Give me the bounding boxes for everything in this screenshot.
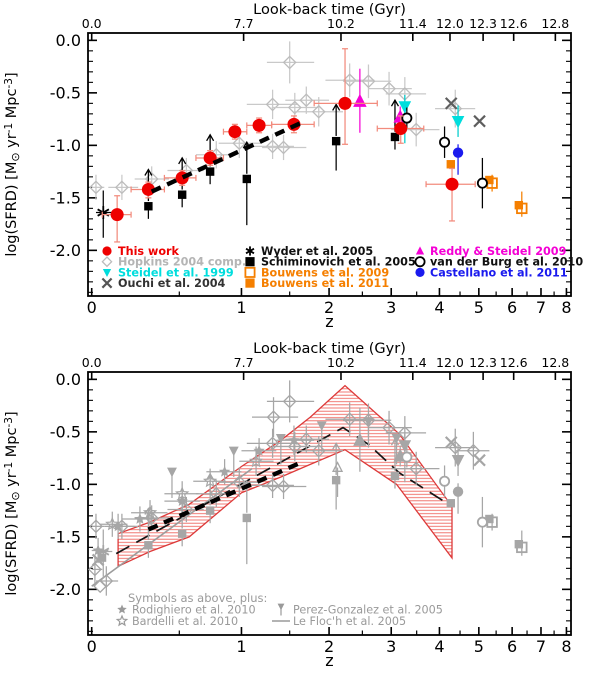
legend-label-perez-gonzalez-et-al-2005: Perez-Gonzalez et al. 2005 (293, 604, 443, 617)
series-castellano (452, 144, 464, 175)
legend-label-bouwens-et-al-2011: Bouwens et al. 2011 (261, 277, 389, 290)
svg-text:1: 1 (236, 637, 246, 656)
legend-label-van-der-burg-et-al-2010: van der Burg et al. 2010 (430, 256, 583, 269)
series-bouwens2011 (446, 160, 524, 210)
svg-text:4: 4 (434, 637, 444, 656)
svg-text:-2.0: -2.0 (50, 580, 81, 599)
svg-text:-1.0: -1.0 (50, 136, 81, 155)
svg-text:4: 4 (434, 298, 444, 317)
legend-label-hopkins-2004-comp-: Hopkins 2004 comp. (118, 256, 246, 269)
legend-label-bouwens-et-al-2009: Bouwens et al. 2009 (261, 266, 389, 279)
svg-text:z: z (325, 312, 333, 331)
svg-text:12.3: 12.3 (469, 16, 497, 31)
line-fit-dashed (150, 120, 304, 194)
svg-text:6: 6 (507, 637, 517, 656)
svg-text:-0.5: -0.5 (50, 83, 81, 102)
legend-label-le-floc-h-et-al-2005: Le Floc'h et al. 2005 (293, 615, 406, 628)
legend-label-bardelli-et-al-2010: Bardelli et al. 2010 (132, 615, 238, 628)
panel-top-axes: 0 1 2 3 4 5 6 7 8 0.0 7.7 10.2 11.4 12.0 12.3 12.6 12.8 L… (3, 2, 572, 331)
svg-text:Look-back time (Gyr): Look-back time (Gyr) (253, 2, 406, 18)
line-lefloch-line (91, 467, 253, 587)
legend-bottom-panel: Symbols as above, plus:Rodighiero et al.… (115, 591, 443, 628)
series-perez-gonzalez (167, 417, 402, 498)
svg-text:7.7: 7.7 (234, 355, 254, 370)
svg-text:2: 2 (324, 298, 334, 317)
svg-text:2: 2 (324, 637, 334, 656)
legend-label-rodighiero-et-al-2010: Rodighiero et al. 2010 (132, 604, 256, 617)
svg-text:0.0: 0.0 (82, 355, 102, 370)
series-castellano-gray (452, 483, 464, 514)
svg-text:12.8: 12.8 (541, 355, 569, 370)
svg-text:-1.0: -1.0 (50, 475, 81, 494)
svg-text:z: z (325, 651, 333, 670)
svg-text:10.2: 10.2 (327, 355, 355, 370)
series-extra-square (98, 553, 107, 562)
svg-text:7.7: 7.7 (234, 16, 254, 31)
y-axis-title: log(SFRD) [M⊙ yr-1 Mpc-3] (3, 72, 22, 256)
svg-text:3: 3 (386, 298, 396, 317)
svg-text:1: 1 (236, 298, 246, 317)
svg-text:12.0: 12.0 (436, 16, 464, 31)
svg-text:0.0: 0.0 (82, 16, 102, 31)
legend-label-ouchi-et-al-2004: Ouchi et al. 2004 (118, 277, 226, 290)
svg-text:5: 5 (474, 298, 484, 317)
svg-text:8: 8 (561, 298, 571, 317)
series-vanderburg (401, 107, 488, 209)
svg-text:10.2: 10.2 (327, 16, 355, 31)
svg-text:7: 7 (536, 298, 546, 317)
legend-bottom-header: Symbols as above, plus: (128, 591, 267, 605)
legend-label-castellano-et-al-2011: Castellano et al. 2011 (430, 266, 568, 279)
svg-text:12.6: 12.6 (500, 16, 528, 31)
series-bardelli (100, 446, 274, 537)
svg-text:6: 6 (507, 298, 517, 317)
svg-text:0.0: 0.0 (56, 370, 81, 389)
svg-text:-1.5: -1.5 (50, 527, 81, 546)
series-ouchi (444, 97, 486, 128)
legend-label-reddy-steidel-2009: Reddy & Steidel 2009 (430, 245, 567, 258)
svg-text:-0.5: -0.5 (50, 422, 81, 441)
panel-bottom-axes: 0 1 2 3 4 5 6 7 8 0.0 7.7 10.2 11.4 12.0 12.3 12.6 12.8 L… (3, 341, 572, 670)
series-bouwens2011-gray (446, 499, 524, 549)
svg-text:-2.0: -2.0 (50, 241, 81, 260)
svg-text:5: 5 (474, 637, 484, 656)
svg-text:0.0: 0.0 (56, 31, 81, 50)
svg-text:Look-back time (Gyr): Look-back time (Gyr) (253, 341, 406, 357)
line-fit-dashed (147, 459, 305, 532)
svg-text:0: 0 (87, 298, 97, 317)
series-schiminovich (144, 98, 400, 226)
svg-text:3: 3 (386, 637, 396, 656)
svg-text:-1.5: -1.5 (50, 188, 81, 207)
svg-text:12.8: 12.8 (541, 16, 569, 31)
legend-label-wyder-et-al-2005: Wyder et al. 2005 (261, 245, 373, 258)
svg-text:7: 7 (536, 637, 546, 656)
legend-label-this-work: This work (118, 245, 180, 258)
svg-text:0: 0 (87, 637, 97, 656)
svg-text:8: 8 (561, 637, 571, 656)
uncertainty-band (117, 384, 453, 568)
svg-text:11.4: 11.4 (399, 355, 427, 370)
legend-label-schiminovich-et-al-2005: Schiminovich et al. 2005 (261, 256, 416, 269)
svg-text:11.4: 11.4 (399, 16, 427, 31)
svg-text:12.3: 12.3 (469, 355, 497, 370)
series-vanderburg-gray (401, 446, 488, 548)
series-extra-diamonds (87, 397, 490, 596)
y-axis-title: log(SFRD) [M⊙ yr-1 Mpc-3] (3, 411, 22, 595)
legend-label-steidel-et-al-1999: Steidel et al. 1999 (118, 266, 234, 279)
series-extra-tri-open (331, 461, 344, 497)
series-this-work (101, 48, 476, 243)
svg-text:12.0: 12.0 (436, 355, 464, 370)
series-ouchi-gray (444, 436, 486, 467)
svg-text:12.6: 12.6 (500, 355, 528, 370)
